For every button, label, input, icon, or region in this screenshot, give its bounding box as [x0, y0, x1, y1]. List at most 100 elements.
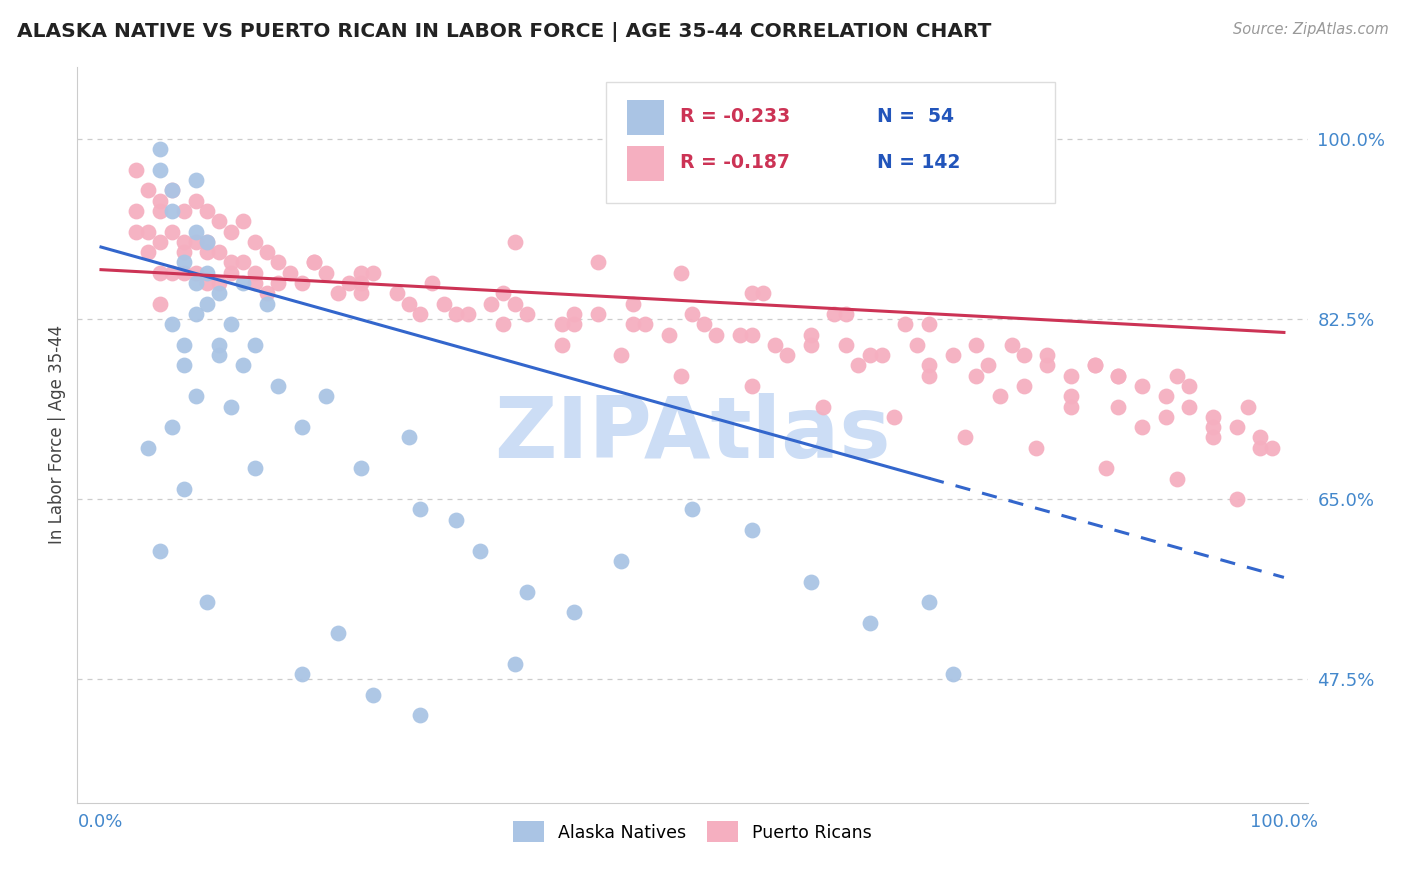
Point — [160, 317, 183, 331]
Point — [173, 204, 195, 219]
Point — [149, 543, 172, 558]
Point — [562, 307, 585, 321]
Point — [350, 461, 373, 475]
Point — [942, 667, 965, 681]
Point — [682, 307, 704, 321]
Point — [184, 173, 207, 187]
Point — [551, 317, 574, 331]
Point — [149, 162, 172, 177]
Point — [160, 225, 183, 239]
Point — [811, 400, 834, 414]
Point — [1166, 472, 1188, 486]
Point — [197, 296, 219, 310]
Point — [291, 276, 314, 290]
Point — [208, 214, 231, 228]
Point — [918, 368, 941, 383]
Point — [457, 307, 479, 321]
FancyBboxPatch shape — [606, 81, 1056, 203]
Point — [1154, 409, 1177, 424]
Point — [562, 606, 585, 620]
Point — [444, 513, 467, 527]
Point — [197, 276, 219, 290]
Point — [125, 162, 148, 177]
Point — [1178, 379, 1201, 393]
Point — [219, 266, 242, 280]
Point — [1178, 400, 1201, 414]
Point — [468, 543, 491, 558]
FancyBboxPatch shape — [627, 145, 664, 181]
Y-axis label: In Labor Force | Age 35-44: In Labor Force | Age 35-44 — [48, 326, 66, 544]
Point — [197, 235, 219, 249]
Point — [197, 204, 219, 219]
Point — [1107, 368, 1129, 383]
Point — [256, 296, 278, 310]
Point — [835, 307, 858, 321]
Point — [444, 307, 467, 321]
Point — [658, 327, 681, 342]
Point — [870, 348, 893, 362]
Point — [1060, 400, 1083, 414]
Point — [149, 235, 172, 249]
Point — [136, 441, 159, 455]
Point — [197, 595, 219, 609]
Point — [516, 307, 538, 321]
Point — [232, 214, 254, 228]
Point — [800, 338, 823, 352]
Point — [741, 523, 763, 537]
Point — [1060, 389, 1083, 403]
Point — [669, 266, 692, 280]
Point — [136, 245, 159, 260]
Point — [243, 276, 266, 290]
Point — [1024, 441, 1046, 455]
Point — [859, 348, 882, 362]
Point — [243, 266, 266, 280]
Point — [1036, 348, 1059, 362]
Point — [398, 430, 420, 444]
Point — [184, 389, 207, 403]
Point — [208, 276, 231, 290]
Point — [149, 266, 172, 280]
Point — [800, 327, 823, 342]
Point — [243, 461, 266, 475]
Point — [243, 338, 266, 352]
Point — [232, 359, 254, 373]
Point — [361, 688, 384, 702]
Point — [741, 379, 763, 393]
Point — [1202, 420, 1225, 434]
Point — [492, 286, 515, 301]
Point — [409, 307, 432, 321]
Point — [1001, 338, 1024, 352]
Text: ALASKA NATIVE VS PUERTO RICAN IN LABOR FORCE | AGE 35-44 CORRELATION CHART: ALASKA NATIVE VS PUERTO RICAN IN LABOR F… — [17, 22, 991, 42]
Point — [160, 183, 183, 197]
Legend: Alaska Natives, Puerto Ricans: Alaska Natives, Puerto Ricans — [506, 814, 879, 849]
Point — [492, 317, 515, 331]
Point — [942, 348, 965, 362]
Point — [184, 225, 207, 239]
Point — [516, 584, 538, 599]
Point — [977, 359, 1000, 373]
Point — [315, 266, 337, 280]
Point — [610, 348, 633, 362]
Point — [621, 317, 644, 331]
Point — [1249, 430, 1271, 444]
Point — [160, 183, 183, 197]
Point — [208, 286, 231, 301]
Point — [800, 574, 823, 589]
Point — [219, 400, 242, 414]
Point — [278, 266, 301, 280]
Point — [350, 266, 373, 280]
Point — [1130, 379, 1153, 393]
Point — [219, 255, 242, 269]
Point — [918, 359, 941, 373]
Point — [763, 338, 786, 352]
Point — [965, 338, 987, 352]
Point — [184, 266, 207, 280]
Point — [704, 327, 727, 342]
Point — [918, 595, 941, 609]
Point — [1012, 348, 1035, 362]
Point — [385, 286, 408, 301]
Point — [776, 348, 799, 362]
Point — [835, 338, 858, 352]
Point — [1107, 368, 1129, 383]
Point — [197, 266, 219, 280]
